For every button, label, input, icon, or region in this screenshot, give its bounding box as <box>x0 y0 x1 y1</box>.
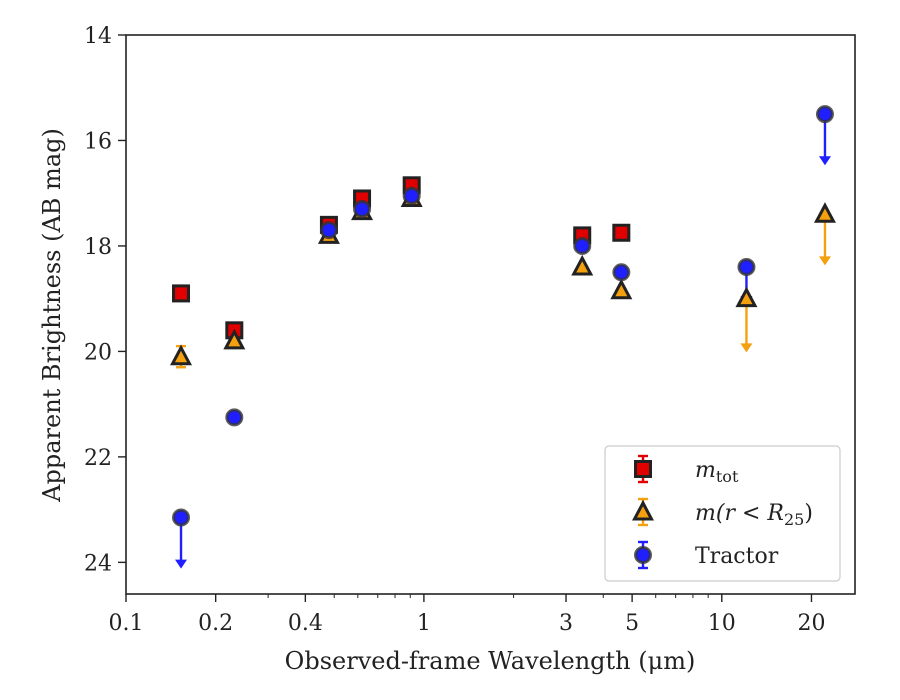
x-tick-label: 3 <box>559 611 573 636</box>
x-tick-label: 0.2 <box>198 611 233 636</box>
x-tick-label: 0.4 <box>288 611 323 636</box>
legend-label: Tractor <box>695 544 779 569</box>
x-tick-label: 5 <box>625 611 639 636</box>
data-markers <box>170 105 836 527</box>
x-axis-title: Observed-frame Wavelength (μm) <box>285 647 696 675</box>
legend: mtot m(r < R25) Tractor <box>604 445 841 582</box>
legend-square-marker <box>634 460 652 478</box>
y-axis-title: Apparent Brightness (AB mag) <box>38 128 66 503</box>
upper-limit-arrow-head <box>818 256 831 266</box>
point-circle <box>172 508 191 527</box>
x-tick-label: 0.1 <box>109 611 144 636</box>
point-circle <box>573 236 592 255</box>
y-tick-label: 24 <box>84 551 112 576</box>
y-tick-label: 18 <box>84 235 112 260</box>
legend-box <box>604 445 841 582</box>
legend-label: mtot <box>695 458 739 486</box>
legend-triangle-marker <box>632 499 654 521</box>
point-circle <box>815 105 834 124</box>
y-tick-label: 14 <box>84 24 112 49</box>
y-tick-label: 20 <box>84 340 112 365</box>
axis-ticks: 0.1 0.2 0.4 1 3 5 10 20 14 16 18 20 22 24 <box>84 24 825 636</box>
point-triangle <box>813 202 836 223</box>
y-tick-label: 16 <box>84 129 112 154</box>
upper-limit-arrow-head <box>818 156 831 166</box>
point-triangle <box>571 254 594 276</box>
plot-frame <box>125 34 856 595</box>
y-tick-label: 22 <box>84 446 112 471</box>
axis-titles: Observed-frame Wavelength (μm) Apparent … <box>38 128 695 675</box>
point-triangle <box>170 344 193 366</box>
plot-area <box>125 34 856 595</box>
point-square <box>612 223 631 242</box>
x-tick-label: 10 <box>708 611 736 636</box>
point-circle <box>319 221 338 240</box>
point-triangle <box>610 278 633 300</box>
upper-limit-arrow-head <box>740 343 753 353</box>
point-triangle <box>735 286 758 308</box>
x-tick-label: 20 <box>797 611 825 636</box>
point-circle <box>225 408 244 427</box>
legend-circle-marker <box>634 546 652 564</box>
point-circle <box>402 186 421 205</box>
point-circle <box>737 258 756 277</box>
point-triangle <box>223 328 246 350</box>
point-circle <box>612 263 631 282</box>
x-tick-label: 1 <box>417 611 431 636</box>
point-circle <box>353 200 372 219</box>
legend-label: m(r < R25) <box>695 501 813 529</box>
point-square <box>172 284 191 303</box>
upper-limit-arrow-head <box>175 559 188 569</box>
